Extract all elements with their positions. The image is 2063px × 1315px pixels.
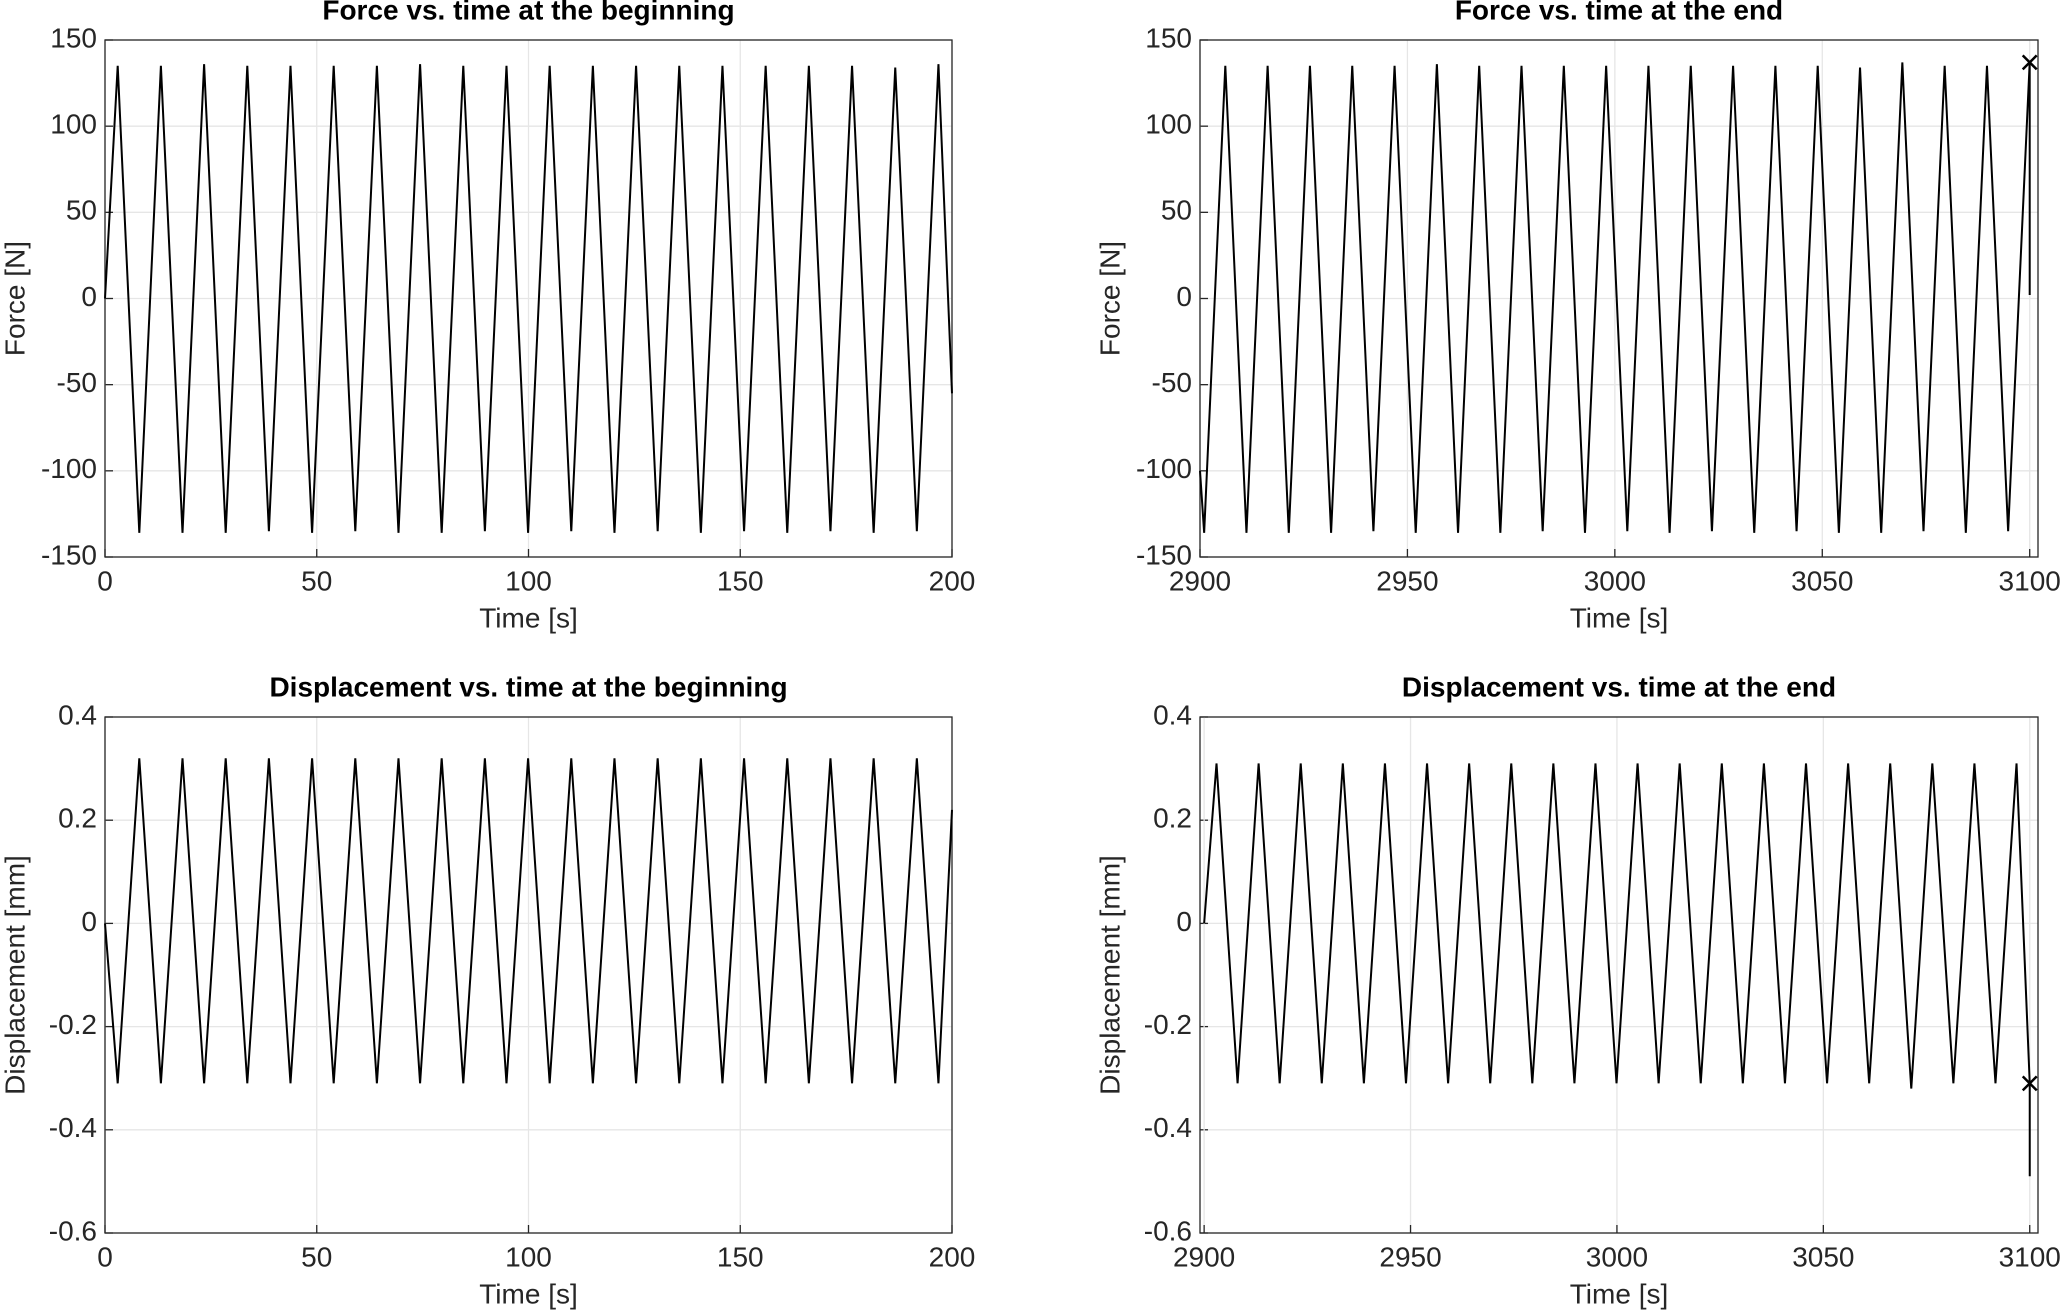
y-tick-label: -100: [41, 453, 97, 484]
y-tick-label: 0: [1176, 906, 1192, 937]
axes-box: [1199, 39, 2039, 558]
y-tick-label: -0.4: [49, 1112, 97, 1143]
y-tick-label: 0.2: [58, 803, 97, 834]
y-tick-label: -0.6: [49, 1215, 97, 1246]
x-axis-label: Time [s]: [1570, 602, 1669, 633]
y-tick-label: -50: [57, 367, 97, 398]
x-tick-label: 3000: [1586, 1241, 1648, 1272]
y-tick-label: 150: [1145, 22, 1192, 53]
y-tick-label: -100: [1136, 453, 1192, 484]
x-tick-label: 3050: [1792, 1241, 1854, 1272]
x-tick-label: 3100: [1999, 1241, 2061, 1272]
end-marker: [2021, 1075, 2038, 1092]
x-tick-label: 50: [301, 565, 332, 596]
axes-box: [104, 716, 953, 1234]
y-tick-label: 50: [1161, 195, 1192, 226]
y-tick-label: 50: [66, 195, 97, 226]
end-marker: [2021, 54, 2038, 71]
x-tick-label: 150: [717, 1241, 764, 1272]
y-axis-label: Displacement [mm]: [0, 855, 30, 1095]
y-tick-label: -150: [41, 539, 97, 570]
y-tick-label: 0: [81, 906, 97, 937]
chart-title: Force vs. time at the end: [1455, 0, 1783, 25]
y-tick-label: 100: [1145, 109, 1192, 140]
axes-box: [1199, 716, 2039, 1234]
y-tick-label: 0.4: [58, 699, 97, 730]
chart-title: Displacement vs. time at the end: [1402, 671, 1836, 702]
y-tick-label: -0.6: [1144, 1215, 1192, 1246]
y-axis-label: Force [N]: [1094, 241, 1125, 356]
x-tick-label: 2950: [1376, 565, 1438, 596]
x-tick-label: 150: [717, 565, 764, 596]
x-tick-label: 3100: [1999, 565, 2061, 596]
x-tick-label: 100: [505, 1241, 552, 1272]
y-tick-label: 100: [50, 109, 97, 140]
chart-title: Force vs. time at the beginning: [322, 0, 734, 25]
y-axis-label: Force [N]: [0, 241, 30, 356]
x-tick-label: 3050: [1791, 565, 1853, 596]
y-tick-label: -150: [1136, 539, 1192, 570]
plot-area: [1200, 717, 2038, 1233]
x-tick-label: 2950: [1379, 1241, 1441, 1272]
x-tick-label: 2900: [1173, 1241, 1235, 1272]
y-tick-label: 0: [81, 281, 97, 312]
x-axis-label: Time [s]: [1570, 1278, 1669, 1309]
x-tick-label: 0: [97, 1241, 113, 1272]
chart-title: Displacement vs. time at the beginning: [269, 671, 787, 702]
y-tick-label: 0: [1176, 281, 1192, 312]
x-tick-label: 200: [929, 1241, 976, 1272]
x-tick-label: 100: [505, 565, 552, 596]
y-tick-label: 0.2: [1153, 803, 1192, 834]
x-tick-label: 3000: [1584, 565, 1646, 596]
x-tick-label: 200: [929, 565, 976, 596]
y-tick-label: 150: [50, 22, 97, 53]
x-axis-label: Time [s]: [479, 602, 578, 633]
data-line: [1203, 763, 2031, 1177]
data-line: [104, 758, 953, 1084]
data-line: [1199, 62, 2031, 533]
x-tick-label: 2900: [1169, 565, 1231, 596]
x-tick-label: 0: [97, 565, 113, 596]
y-tick-label: -50: [1152, 367, 1192, 398]
y-tick-label: -0.2: [49, 1009, 97, 1040]
x-tick-label: 50: [301, 1241, 332, 1272]
data-line: [104, 64, 953, 533]
y-tick-label: -0.4: [1144, 1112, 1192, 1143]
y-tick-label: 0.4: [1153, 699, 1192, 730]
y-tick-label: -0.2: [1144, 1009, 1192, 1040]
y-axis-label: Displacement [mm]: [1094, 855, 1125, 1095]
x-axis-label: Time [s]: [479, 1278, 578, 1309]
